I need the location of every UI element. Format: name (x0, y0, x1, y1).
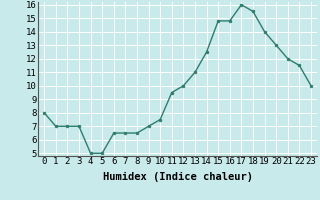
X-axis label: Humidex (Indice chaleur): Humidex (Indice chaleur) (103, 172, 252, 182)
